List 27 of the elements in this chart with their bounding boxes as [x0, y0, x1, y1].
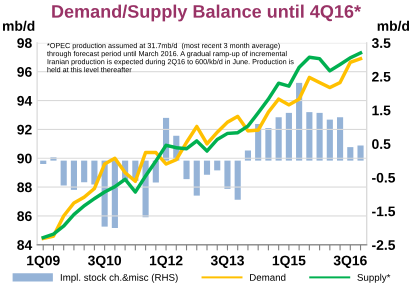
- y-tick-label: 94: [17, 96, 32, 106]
- y2-tick-label: 1.5: [372, 106, 390, 116]
- y-tick-label: 84: [17, 240, 32, 250]
- legend-label: Impl. stock ch.&misc (RHS): [60, 274, 178, 283]
- y-tick-label: 86: [17, 211, 32, 222]
- x-tick-label: 1Q09: [27, 256, 60, 268]
- y-tick-label: 92: [17, 124, 32, 135]
- x-tick-label: 3Q13: [210, 256, 244, 268]
- y2-tick-label: 0.5: [372, 139, 390, 149]
- y-tick-label: 96: [17, 67, 32, 77]
- y2-tick-label: 3.5: [372, 38, 390, 48]
- x-tick-label: 1Q12: [150, 256, 182, 268]
- chart-title: Demand/Supply Balance until 4Q16*: [52, 4, 362, 22]
- y2-tick-label: -1.5: [372, 206, 396, 216]
- y-tick-label: 98: [17, 38, 32, 48]
- y2-tick-label: -0.5: [372, 172, 396, 183]
- y-axis-title: mb/d: [2, 20, 34, 32]
- x-tick-label: 3Q10: [88, 256, 122, 268]
- x-tick-label: 1Q15: [272, 256, 306, 268]
- y-tick-label: 88: [17, 182, 32, 192]
- legend-label: Demand: [250, 274, 286, 281]
- y-tick-label: 90: [17, 154, 32, 164]
- y2-axis-title: mb/d: [378, 20, 410, 32]
- x-tick-label: 3Q16: [334, 256, 367, 268]
- y2-tick-label: -2.5: [372, 240, 396, 250]
- y2-tick-label: 2.5: [372, 72, 390, 82]
- legend-label: Supply*: [357, 274, 390, 283]
